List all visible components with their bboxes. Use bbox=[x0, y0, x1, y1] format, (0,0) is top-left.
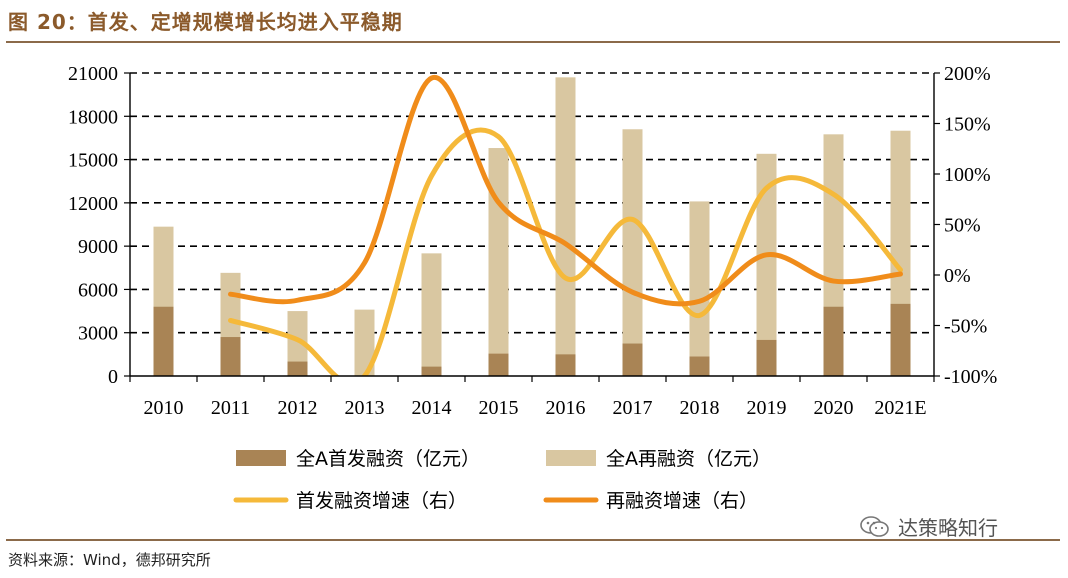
left-tick-label: 6000 bbox=[78, 279, 118, 301]
x-tick-label: 2013 bbox=[345, 397, 385, 419]
x-tick-label: 2012 bbox=[278, 397, 318, 419]
bar-ipo bbox=[622, 343, 643, 376]
bar-refinancing bbox=[622, 129, 643, 376]
watermark-text: 达策略知行 bbox=[898, 516, 998, 540]
bar-refinancing bbox=[689, 201, 710, 376]
bar-refinancing bbox=[488, 148, 509, 376]
line-layer bbox=[228, 75, 903, 376]
grid-layer bbox=[130, 72, 934, 334]
bar-refinancing bbox=[354, 309, 375, 376]
bar-ipo bbox=[287, 361, 308, 376]
right-tick-label: 150% bbox=[944, 114, 991, 136]
x-tick-label: 2020 bbox=[814, 397, 854, 419]
axis-layer: 0 3000 6000 9000 12000 15000 18000 21000 -100% -5… bbox=[68, 63, 997, 419]
wechat-icon bbox=[860, 515, 889, 537]
chart-title: 图 20：首发、定增规模增长均进入平稳期 bbox=[8, 9, 403, 34]
title-bar: 图 20：首发、定增规模增长均进入平稳期 bbox=[8, 3, 403, 37]
x-tick-label: 2014 bbox=[412, 397, 452, 419]
right-tick-label: -100% bbox=[944, 366, 997, 388]
x-tick-label: 2019 bbox=[747, 397, 787, 419]
legend-swatch bbox=[236, 450, 286, 466]
right-tick-label: 50% bbox=[944, 215, 981, 237]
bottom-rule bbox=[6, 539, 1060, 541]
legend-swatch bbox=[546, 450, 596, 466]
right-tick-label: 200% bbox=[944, 63, 991, 85]
x-tick-label: 2021E bbox=[874, 397, 926, 419]
x-tick-label: 2016 bbox=[546, 397, 586, 419]
bar-refinancing bbox=[287, 311, 308, 376]
x-tick-label: 2011 bbox=[211, 397, 250, 419]
x-tick-label: 2018 bbox=[680, 397, 720, 419]
left-tick-label: 9000 bbox=[78, 236, 118, 258]
left-tick-label: 18000 bbox=[68, 106, 118, 128]
bar-layer bbox=[153, 77, 911, 377]
bar-ipo bbox=[488, 353, 509, 376]
legend-label: 再融资增速（右） bbox=[606, 490, 758, 512]
legend-label: 全A再融资（亿元） bbox=[606, 448, 771, 470]
bar-refinancing bbox=[555, 77, 576, 377]
bar-refinancing bbox=[756, 153, 777, 376]
source-note: 资料来源：Wind，德邦研究所 bbox=[8, 551, 211, 569]
legend-layer: 全A首发融资（亿元） 全A再融资（亿元） 首发融资增速（右） 再融资增速（右） bbox=[233, 448, 771, 512]
bar-ipo bbox=[555, 354, 576, 376]
line-refi-growth bbox=[228, 75, 903, 307]
x-tick-label: 2010 bbox=[144, 397, 184, 419]
left-tick-label: 21000 bbox=[68, 63, 118, 85]
bar-ipo bbox=[756, 339, 777, 376]
left-tick-label: 15000 bbox=[68, 150, 118, 172]
x-tick-label: 2015 bbox=[479, 397, 519, 419]
bar-ipo bbox=[220, 337, 241, 376]
right-tick-label: 100% bbox=[944, 164, 991, 186]
watermark: 达策略知行 bbox=[860, 512, 998, 541]
chart: 0 3000 6000 9000 12000 15000 18000 21000 -100% -5… bbox=[68, 63, 997, 512]
bar-ipo bbox=[421, 366, 442, 376]
right-tick-label: -50% bbox=[944, 316, 987, 338]
bar-ipo bbox=[153, 306, 174, 376]
x-tick-label: 2017 bbox=[613, 397, 653, 419]
bar-ipo bbox=[689, 356, 710, 376]
legend-label: 首发融资增速（右） bbox=[296, 490, 467, 512]
bar-ipo bbox=[823, 306, 844, 376]
left-tick-label: 12000 bbox=[68, 193, 118, 215]
line-ipo-growth bbox=[228, 127, 903, 376]
bar-refinancing bbox=[421, 253, 442, 376]
left-tick-label: 0 bbox=[108, 366, 118, 388]
top-rule bbox=[6, 41, 1060, 43]
bar-ipo bbox=[890, 303, 911, 376]
legend-label: 全A首发融资（亿元） bbox=[296, 448, 480, 470]
right-tick-label: 0% bbox=[944, 265, 971, 287]
left-tick-label: 3000 bbox=[78, 323, 118, 345]
